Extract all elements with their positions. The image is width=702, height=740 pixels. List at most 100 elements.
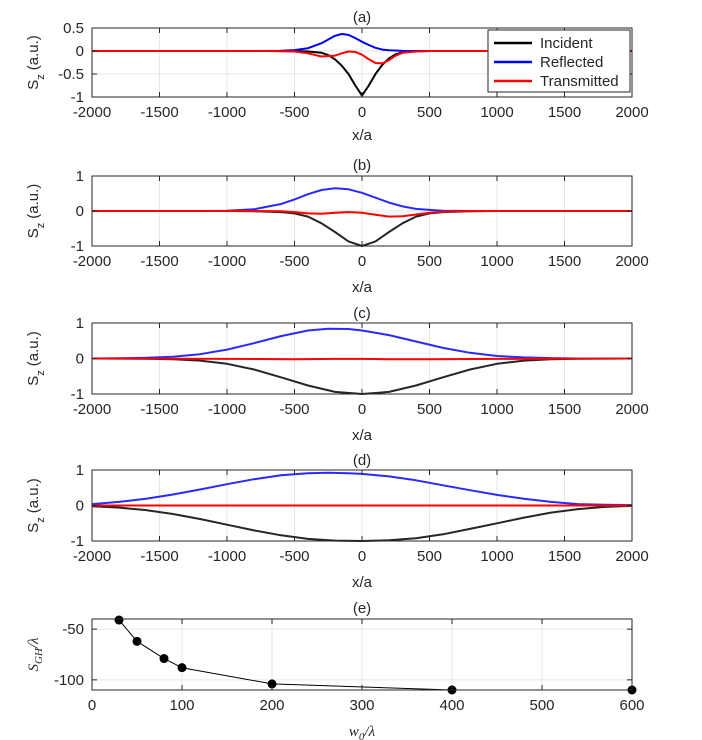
y-tick-label: 0.5 xyxy=(63,20,84,37)
x-axis-label: x/a xyxy=(352,427,373,444)
y-axis-label-main: S xyxy=(26,664,42,672)
x-tick-label: 1000 xyxy=(480,548,513,565)
x-tick-label: 1000 xyxy=(480,104,513,121)
x-tick-label: -1500 xyxy=(140,104,178,121)
x-axis-label-tail: /λ xyxy=(363,724,375,740)
y-tick-label: 0 xyxy=(76,351,84,368)
x-axis-label: x/a xyxy=(352,279,373,296)
subplot-a: -2000 -1500 -1000 -500 0 500 1000 1500 2000 0.5 0 -… xyxy=(25,9,649,144)
x-tick-label: 500 xyxy=(417,401,442,418)
legend-label: Transmitted xyxy=(540,73,619,90)
x-tick-label: 500 xyxy=(417,253,442,270)
x-tick-label: -2000 xyxy=(73,104,111,121)
x-tick-label: -1500 xyxy=(140,253,178,270)
y-axis-label-sub: z xyxy=(35,517,47,523)
x-tick-label: -500 xyxy=(279,253,309,270)
y-axis-label: Sz (a.u.) xyxy=(25,35,47,90)
x-tick-label: -500 xyxy=(279,401,309,418)
series-line-reflected xyxy=(91,471,633,507)
data-point xyxy=(159,654,169,664)
x-tick-label: 1000 xyxy=(480,401,513,418)
y-tick-label: -0.5 xyxy=(58,66,84,83)
x-tick-label: 200 xyxy=(259,697,284,714)
x-tick-label: 1500 xyxy=(548,253,581,270)
y-tick-label: 0 xyxy=(76,203,84,220)
x-tick-label: 600 xyxy=(619,697,644,714)
y-axis-label-main: S xyxy=(25,80,42,90)
y-axis-label-tail: /λ xyxy=(26,637,42,649)
series-line-reflected xyxy=(91,327,632,360)
y-axis-label-main: S xyxy=(25,523,42,533)
x-tick-label: 500 xyxy=(417,548,442,565)
x-axis-label: x/a xyxy=(352,127,373,144)
y-axis-label-unit: (a.u.) xyxy=(25,478,42,513)
x-axis-label-main: w xyxy=(349,724,359,740)
x-tick-label: -2000 xyxy=(73,548,111,565)
y-tick-label: 0 xyxy=(76,43,84,60)
series-line-reflected xyxy=(92,187,632,212)
subplot-b: -2000 -1500 -1000 -500 0 500 1000 1500 2000 1 0 -1 (… xyxy=(25,157,649,296)
series-line-transmitted xyxy=(91,357,633,361)
x-tick-label: -500 xyxy=(279,548,309,565)
subplot-title: (b) xyxy=(353,157,371,174)
y-axis-label-sub: GH xyxy=(33,647,45,664)
x-tick-label: 2000 xyxy=(615,548,648,565)
x-tick-label: 1500 xyxy=(548,401,581,418)
y-tick-label: -1 xyxy=(71,386,84,403)
x-tick-label: 400 xyxy=(439,697,464,714)
x-tick-label: 0 xyxy=(358,548,366,565)
y-axis-label-sub: z xyxy=(35,223,47,229)
x-tick-label: -2000 xyxy=(73,401,111,418)
x-tick-label: -1000 xyxy=(208,253,246,270)
x-tick-label: 2000 xyxy=(615,401,648,418)
series-line-transmitted xyxy=(92,210,632,218)
x-tick-label: 2000 xyxy=(615,104,648,121)
y-axis-label: SGH/λ xyxy=(26,637,45,672)
y-tick-label: -100 xyxy=(54,672,84,689)
y-tick-label: -50 xyxy=(62,621,84,638)
data-point xyxy=(267,679,277,689)
legend-label: Reflected xyxy=(540,54,603,71)
x-tick-label: 2000 xyxy=(615,253,648,270)
y-tick-label: 1 xyxy=(76,168,84,185)
x-tick-label: 0 xyxy=(358,253,366,270)
y-axis-label-sub: z xyxy=(35,370,47,376)
y-tick-label: 0 xyxy=(76,498,84,515)
subplot-title: (e) xyxy=(353,600,371,617)
y-axis-label-main: S xyxy=(25,376,42,386)
y-axis-label-unit: (a.u.) xyxy=(25,331,42,366)
x-tick-label: 1500 xyxy=(548,548,581,565)
y-tick-label: 1 xyxy=(76,462,84,479)
y-tick-label: -1 xyxy=(71,533,84,550)
subplot-d: -2000 -1500 -1000 -500 0 500 1000 1500 2000 1 0 -1 (… xyxy=(25,452,649,591)
legend: Incident Reflected Transmitted xyxy=(487,29,631,93)
subplot-title: (d) xyxy=(353,452,371,469)
data-point xyxy=(177,663,187,673)
x-tick-label: -1500 xyxy=(140,548,178,565)
series-line-transmitted xyxy=(92,50,632,65)
x-tick-label: -1000 xyxy=(208,548,246,565)
x-axis-label: w0/λ xyxy=(349,724,376,740)
x-tick-label: -1000 xyxy=(208,401,246,418)
subplot-c: -2000 -1500 -1000 -500 0 500 1000 1500 2000 1 0 -1 (… xyxy=(25,305,649,444)
x-tick-label: 0 xyxy=(88,697,96,714)
x-tick-label: 100 xyxy=(169,697,194,714)
data-point xyxy=(132,636,142,646)
y-axis-label: Sz (a.u.) xyxy=(25,184,47,239)
x-tick-label: -1000 xyxy=(208,104,246,121)
series-line-reflected xyxy=(92,33,632,52)
y-axis-label-main: S xyxy=(25,228,42,238)
legend-label: Incident xyxy=(540,35,593,52)
y-axis-label-sub: z xyxy=(35,74,47,80)
y-tick-label: 1 xyxy=(76,315,84,332)
y-tick-label: -1 xyxy=(71,89,84,106)
x-tick-label: 300 xyxy=(349,697,374,714)
y-axis-label-unit: (a.u.) xyxy=(25,35,42,70)
y-axis-label: Sz (a.u.) xyxy=(25,331,47,386)
x-tick-label: 0 xyxy=(358,104,366,121)
x-axis-label: x/a xyxy=(352,574,373,591)
subplot-title: (a) xyxy=(353,9,371,26)
y-tick-label: -1 xyxy=(71,238,84,255)
